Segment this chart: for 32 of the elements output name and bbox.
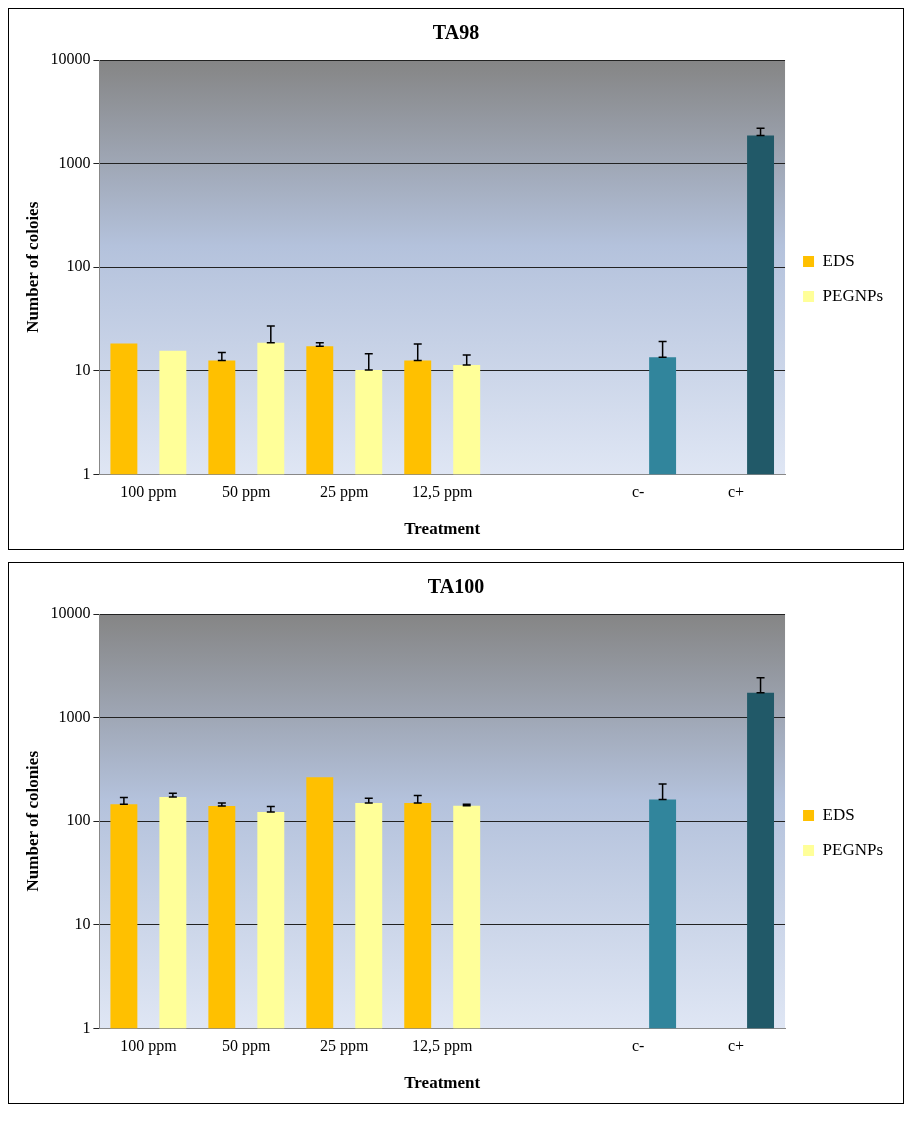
x-tick-label: c- bbox=[631, 1037, 645, 1055]
y-tick-label: 10000 bbox=[50, 50, 91, 68]
y-axis-title: Number of coloies bbox=[22, 201, 42, 333]
y-axis-title: Number of colonies bbox=[22, 750, 42, 892]
y-tick-label: 100 bbox=[66, 811, 91, 829]
y-tick-label: 10 bbox=[74, 915, 91, 932]
legend-label: EDS bbox=[822, 250, 855, 270]
y-tick-label: 1 bbox=[82, 1018, 91, 1036]
legend-label: PEGNPs bbox=[822, 285, 884, 305]
x-tick-label: 100 ppm bbox=[120, 483, 178, 502]
x-tick-label: 12,5 ppm bbox=[411, 1037, 473, 1056]
legend-label: PEGNPs bbox=[822, 839, 884, 859]
x-tick-label: 25 ppm bbox=[320, 1037, 370, 1056]
x-axis-title: Treatment bbox=[404, 519, 481, 539]
x-axis-title: Treatment bbox=[404, 1073, 481, 1093]
x-tick-label: c+ bbox=[728, 483, 745, 501]
x-tick-label: 100 ppm bbox=[120, 1037, 178, 1056]
x-tick-label: c+ bbox=[728, 1037, 745, 1055]
y-tick-label: 1000 bbox=[58, 153, 91, 171]
x-tick-label: 50 ppm bbox=[222, 483, 272, 502]
x-tick-label: 25 ppm bbox=[320, 483, 370, 502]
y-tick-label: 1000 bbox=[58, 707, 91, 725]
x-tick-label: 50 ppm bbox=[222, 1037, 272, 1056]
x-tick-label: 12,5 ppm bbox=[411, 483, 473, 502]
x-tick-label: c- bbox=[631, 483, 645, 501]
y-tick-label: 1 bbox=[82, 464, 91, 482]
legend-label: EDS bbox=[822, 804, 855, 824]
y-tick-label: 10 bbox=[74, 361, 91, 378]
chart-title: TA98 bbox=[432, 21, 480, 44]
y-tick-label: 100 bbox=[66, 257, 91, 275]
chart-title: TA100 bbox=[427, 575, 485, 598]
y-tick-label: 10000 bbox=[50, 604, 91, 622]
